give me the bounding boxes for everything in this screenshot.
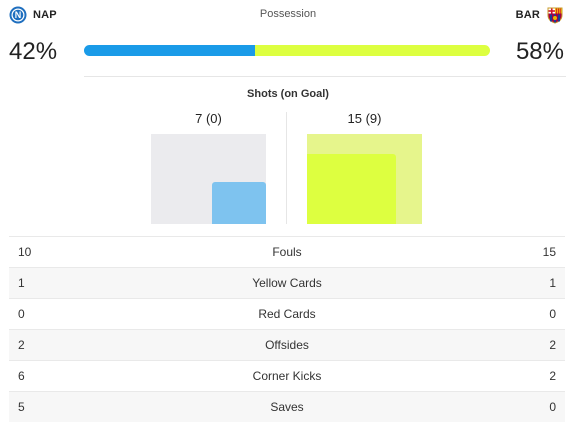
home-possession-percent: 42% [9, 38, 58, 65]
stat-home-value: 2 [18, 338, 25, 352]
home-team-header[interactable]: N NAP [9, 6, 57, 24]
away-team-abbr: BAR [515, 9, 540, 21]
home-team-abbr: NAP [33, 9, 57, 21]
stat-row: 0 Red Cards 0 [9, 298, 565, 329]
svg-text:N: N [15, 10, 22, 20]
shots-title: Shots (on Goal) [247, 88, 329, 100]
napoli-crest-icon: N [9, 6, 27, 24]
stat-away-value: 1 [549, 276, 556, 290]
stat-away-value: 15 [542, 245, 556, 259]
shots-center-divider [286, 112, 287, 224]
stat-label: Corner Kicks [252, 369, 322, 383]
stat-home-value: 6 [18, 369, 25, 383]
stat-row: 5 Saves 0 [9, 391, 565, 422]
possession-label: Possession [259, 8, 317, 20]
barcelona-crest-icon [547, 7, 563, 24]
stat-label: Red Cards [258, 307, 316, 321]
home-shots-on-goal-box [211, 181, 266, 224]
away-shots-on-goal-box [307, 154, 397, 224]
stat-label: Fouls [272, 245, 302, 259]
away-shots-value: 15 (9) [347, 111, 382, 126]
away-possession-fill [254, 45, 490, 56]
home-shots-value: 7 (0) [195, 111, 222, 126]
stat-row: 2 Offsides 2 [9, 329, 565, 360]
away-possession-percent: 58% [515, 38, 564, 65]
header-divider [84, 76, 566, 77]
home-shots-box [151, 134, 266, 224]
stat-away-value: 0 [549, 307, 556, 321]
possession-bar [84, 45, 490, 56]
stat-label: Offsides [265, 338, 309, 352]
stat-label: Yellow Cards [252, 276, 322, 290]
stat-row: 1 Yellow Cards 1 [9, 267, 565, 298]
stat-home-value: 1 [18, 276, 25, 290]
stat-away-value: 0 [549, 400, 556, 414]
stat-home-value: 5 [18, 400, 25, 414]
away-shots-box [307, 134, 422, 224]
stat-label: Saves [270, 400, 304, 414]
stat-away-value: 2 [549, 338, 556, 352]
stats-table: 10 Fouls 15 1 Yellow Cards 1 0 Red Cards 0 2 Offsi… [9, 236, 565, 422]
stat-home-value: 10 [18, 245, 32, 259]
stat-away-value: 2 [549, 369, 556, 383]
stat-row: 6 Corner Kicks 2 [9, 360, 565, 391]
away-team-header[interactable]: BAR [516, 6, 564, 24]
stat-home-value: 0 [18, 307, 25, 321]
home-possession-fill [84, 45, 255, 56]
stat-row: 10 Fouls 15 [9, 236, 565, 267]
